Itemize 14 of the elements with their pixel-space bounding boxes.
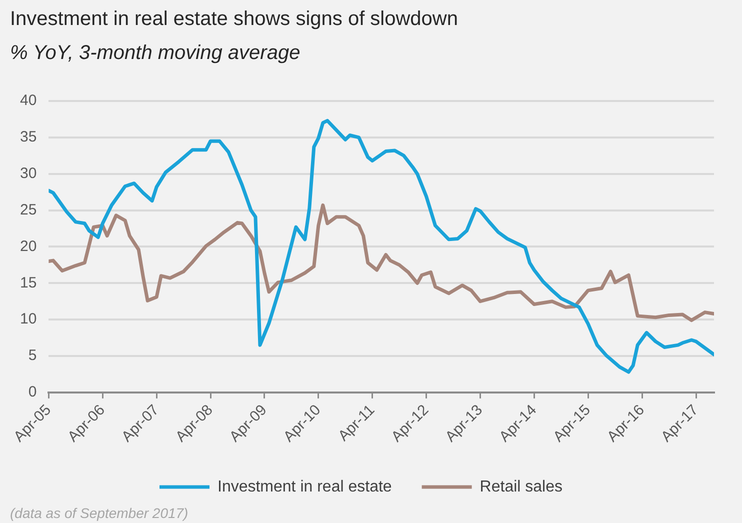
- y-tick-label: 0: [28, 384, 37, 401]
- y-tick-label: 10: [20, 310, 37, 328]
- legend-label: Investment in real estate: [217, 478, 392, 496]
- y-tick-label: 40: [20, 92, 37, 110]
- chart-title: Investment in real estate shows signs of slowdown: [10, 8, 458, 31]
- y-tick-label: 20: [20, 238, 37, 255]
- chart-subtitle: % YoY, 3-month moving average: [10, 42, 300, 65]
- text: (data as of September 2017): [10, 505, 188, 521]
- y-tick-label: 35: [20, 128, 37, 146]
- y-tick-label: 5: [28, 347, 37, 364]
- y-tick-label: 25: [20, 201, 37, 218]
- legend-label: Retail sales: [480, 478, 563, 496]
- y-tick-label: 30: [20, 165, 37, 182]
- y-tick-label: 15: [20, 274, 37, 292]
